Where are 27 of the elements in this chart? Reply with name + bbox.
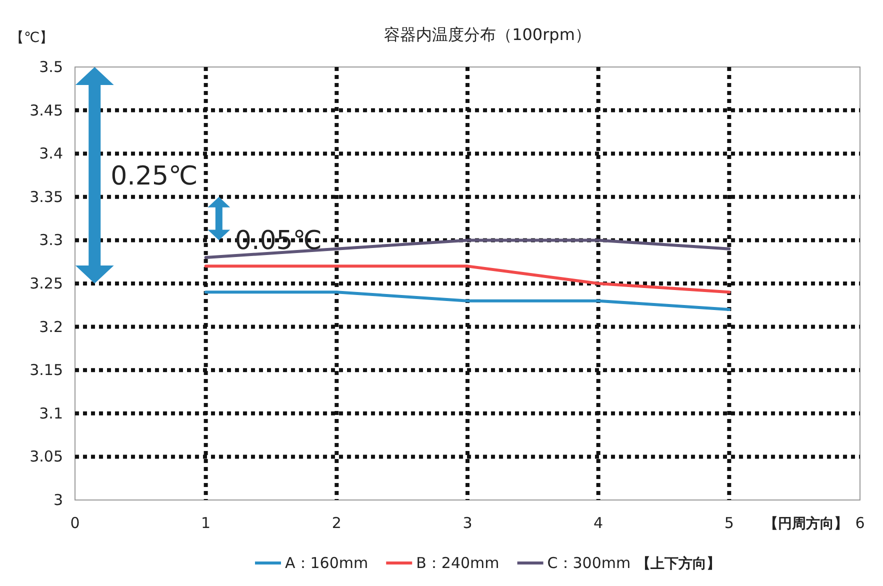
legend-title: 【上下方向】 (636, 555, 721, 572)
x-tick-label: 0 (70, 514, 80, 532)
y-tick-label: 3.3 (39, 231, 63, 250)
y-tick-label: 3.25 (30, 274, 63, 292)
annotation: 0.25℃ (110, 161, 198, 192)
y-tick-label: 3.35 (30, 188, 63, 206)
y-tick-label: 3.2 (39, 318, 63, 336)
x-tick-label: 2 (332, 514, 342, 532)
y-axis-title: 【℃】 (10, 30, 54, 46)
y-tick-label: 3.05 (30, 448, 63, 466)
legend-label: C：300mm (547, 554, 631, 572)
y-tick-label: 3.5 (39, 58, 63, 76)
x-tick-label: 5 (724, 514, 734, 532)
y-tick-label: 3 (53, 491, 63, 509)
x-tick-label: 3 (462, 514, 472, 532)
y-tick-label: 3.15 (30, 361, 63, 380)
annotation: 0.05℃ (234, 226, 322, 256)
legend-label: B：240mm (416, 554, 500, 572)
y-tick-label: 3.45 (30, 101, 63, 120)
x-tick-label: 4 (594, 514, 604, 532)
chart-title: 容器内温度分布（100rpm） (384, 25, 591, 44)
y-tick-label: 3.1 (39, 404, 63, 422)
x-tick-label: 1 (201, 514, 211, 532)
x-tick-label: 6 (855, 514, 865, 532)
legend-label: A：160mm (285, 554, 368, 572)
y-tick-label: 3.4 (39, 144, 63, 163)
x-axis-title: 【円周方向】 (764, 515, 848, 532)
